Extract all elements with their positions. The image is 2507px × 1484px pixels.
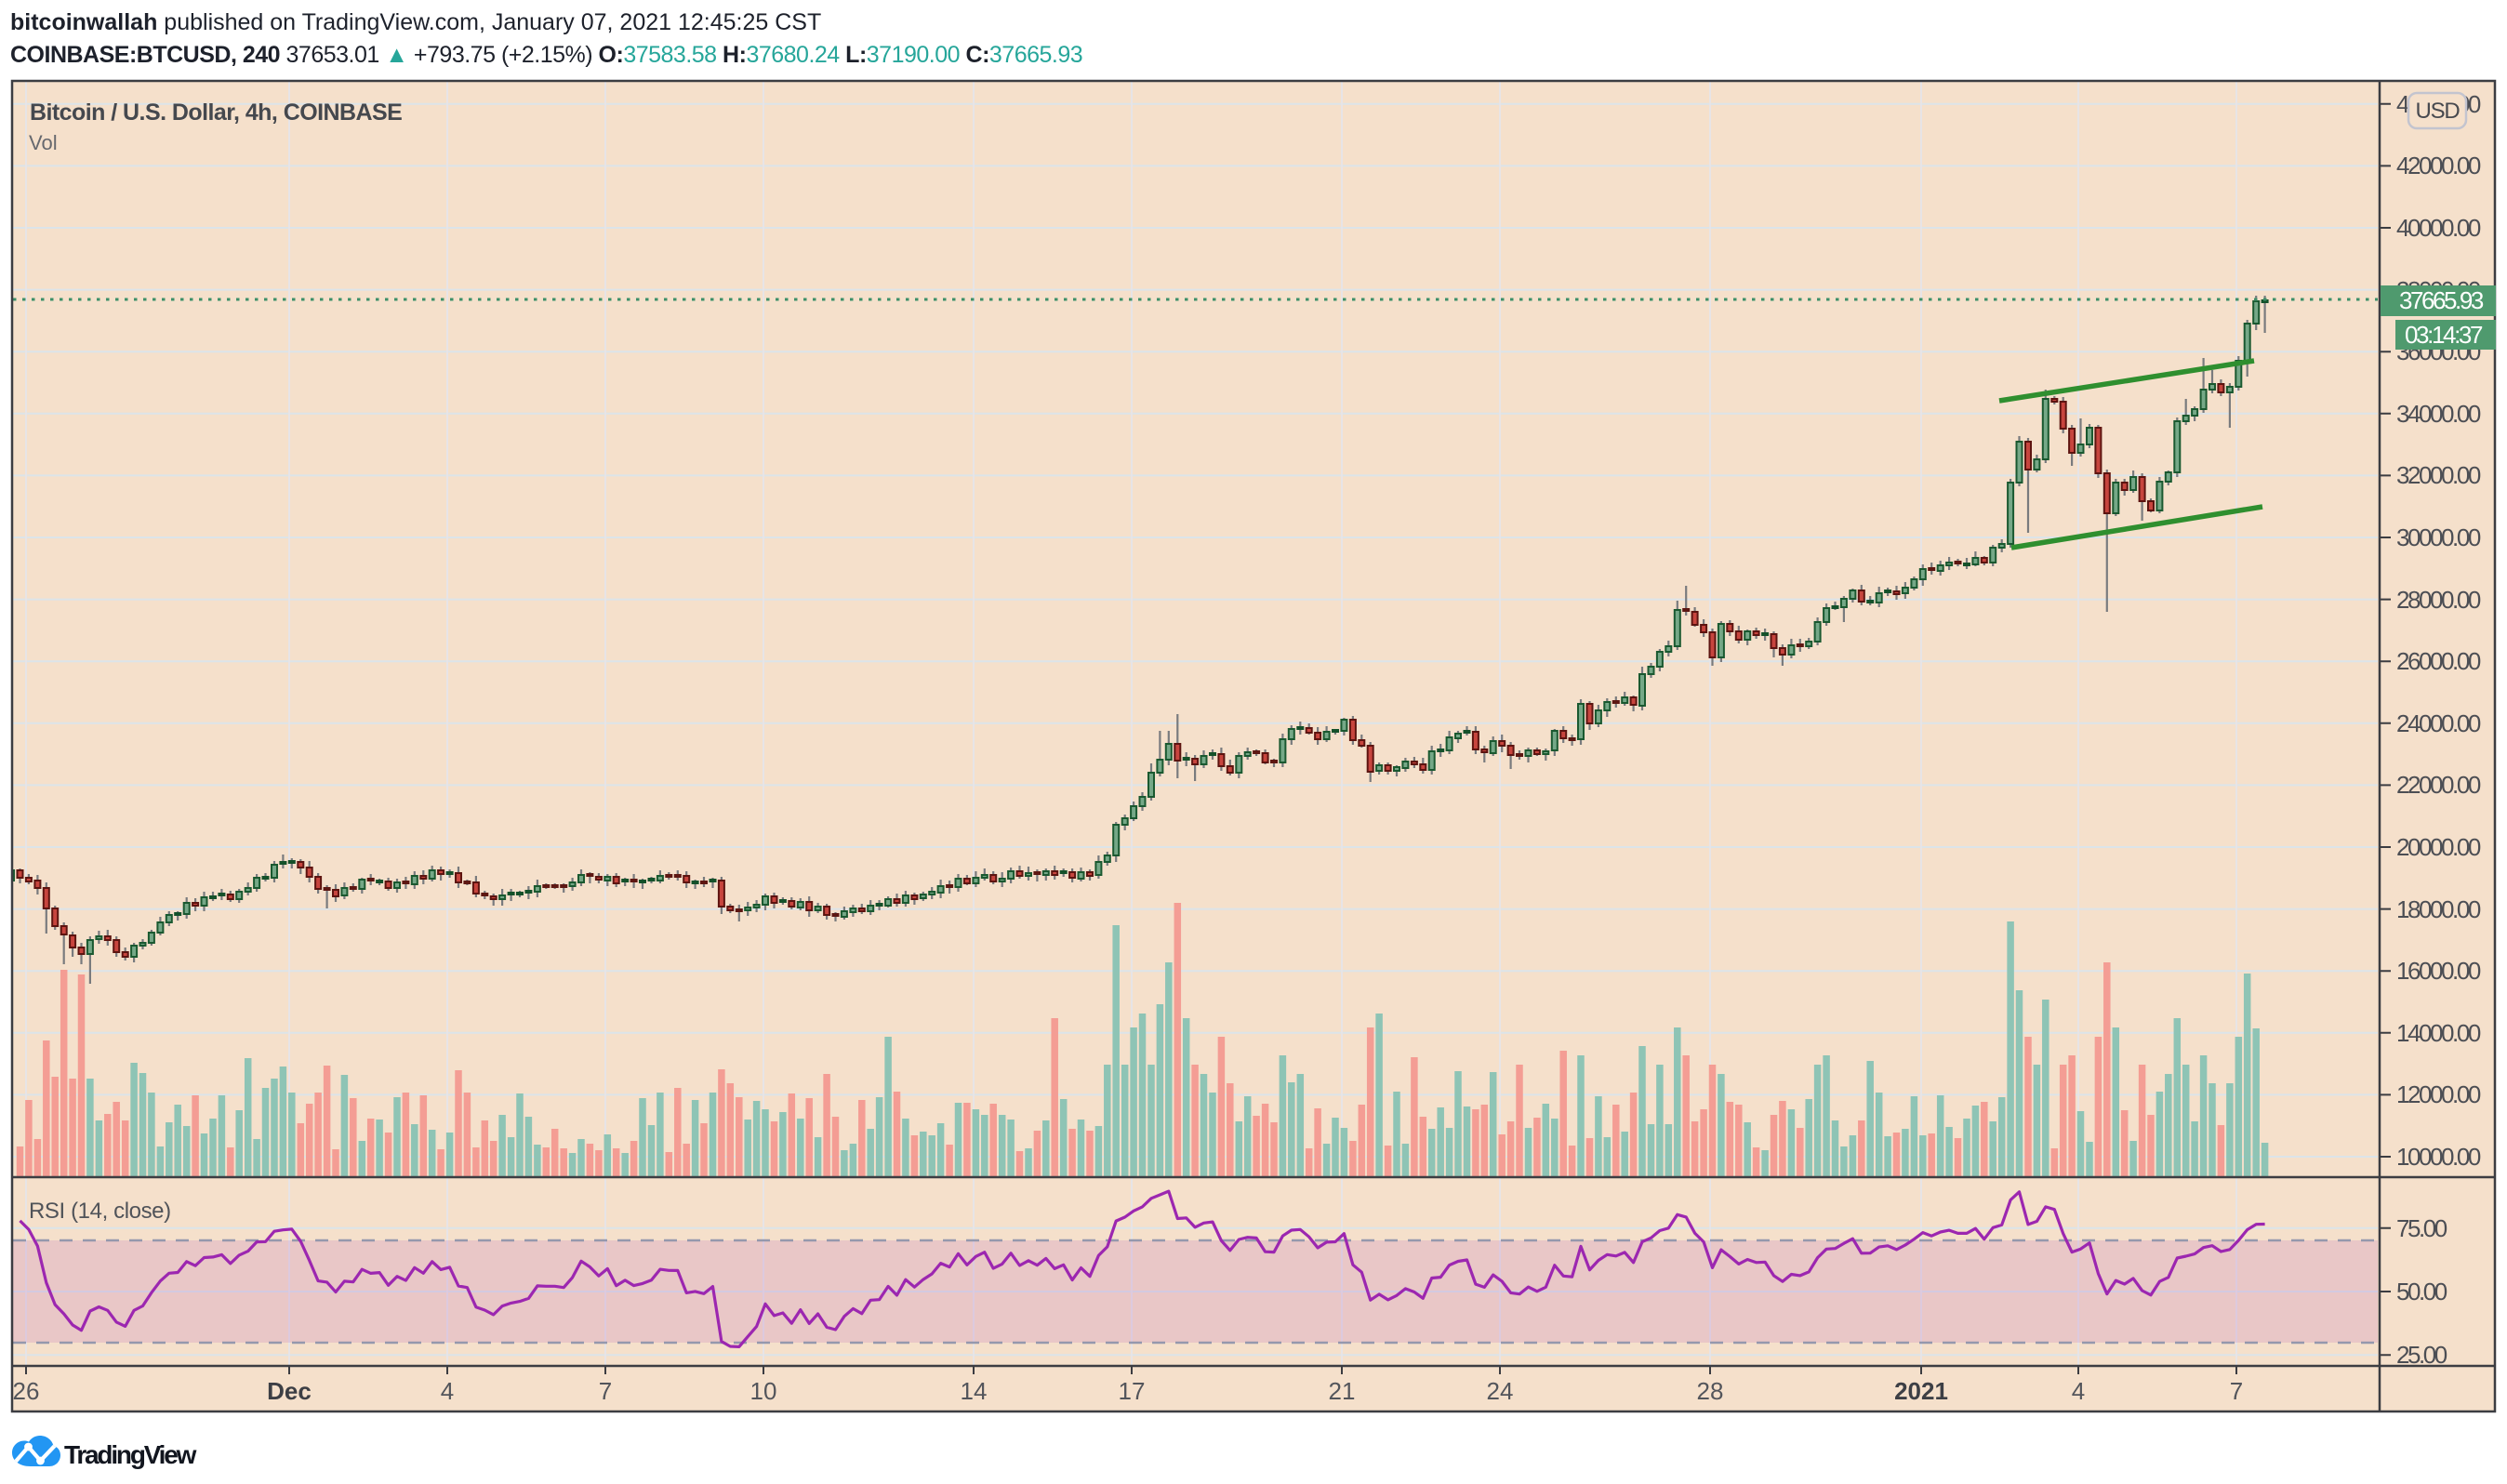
svg-text:10000.00: 10000.00 (2396, 1143, 2481, 1171)
svg-text:7: 7 (599, 1377, 612, 1405)
svg-text:28000.00: 28000.00 (2396, 586, 2481, 614)
svg-text:2021: 2021 (1894, 1377, 1948, 1405)
svg-text:RSI (14, close): RSI (14, close) (29, 1199, 171, 1224)
svg-text:24000.00: 24000.00 (2396, 709, 2481, 737)
svg-text:Vol: Vol (29, 131, 58, 154)
svg-text:TradingView: TradingView (64, 1440, 197, 1469)
svg-text:37665.93: 37665.93 (2399, 286, 2484, 314)
svg-text:4: 4 (441, 1377, 454, 1405)
svg-text:Dec: Dec (267, 1377, 312, 1405)
svg-text:16000.00: 16000.00 (2396, 957, 2481, 985)
svg-text:COINBASE:BTCUSD, 240 37653.01: COINBASE:BTCUSD, 240 37653.01 ▲ +793.75 … (10, 42, 1082, 68)
svg-text:30000.00: 30000.00 (2396, 523, 2481, 551)
svg-text:34000.00: 34000.00 (2396, 400, 2481, 428)
svg-text:4: 4 (2072, 1377, 2085, 1405)
svg-text:14: 14 (961, 1377, 988, 1405)
svg-text:14000.00: 14000.00 (2396, 1019, 2481, 1047)
svg-text:26000.00: 26000.00 (2396, 647, 2481, 675)
svg-text:40000.00: 40000.00 (2396, 214, 2481, 242)
svg-text:22000.00: 22000.00 (2396, 771, 2481, 799)
svg-text:USD: USD (2415, 99, 2460, 124)
svg-text:03:14:37: 03:14:37 (2405, 321, 2483, 349)
svg-text:18000.00: 18000.00 (2396, 895, 2481, 923)
svg-text:75.00: 75.00 (2396, 1214, 2447, 1242)
svg-text:24: 24 (1487, 1377, 1514, 1405)
svg-text:50.00: 50.00 (2396, 1278, 2447, 1305)
svg-text:26: 26 (13, 1377, 40, 1405)
svg-text:17: 17 (1119, 1377, 1146, 1405)
svg-text:7: 7 (2230, 1377, 2243, 1405)
svg-text:21: 21 (1329, 1377, 1356, 1405)
svg-text:20000.00: 20000.00 (2396, 833, 2481, 861)
svg-text:32000.00: 32000.00 (2396, 461, 2481, 489)
svg-text:12000.00: 12000.00 (2396, 1080, 2481, 1108)
svg-text:bitcoinwallah published on Tra: bitcoinwallah published on TradingView.c… (10, 9, 821, 35)
svg-text:10: 10 (750, 1377, 777, 1405)
svg-text:28: 28 (1697, 1377, 1724, 1405)
svg-text:25.00: 25.00 (2396, 1341, 2447, 1369)
svg-text:42000.00: 42000.00 (2396, 152, 2481, 179)
svg-text:Bitcoin / U.S. Dollar, 4h, COI: Bitcoin / U.S. Dollar, 4h, COINBASE (30, 99, 402, 126)
